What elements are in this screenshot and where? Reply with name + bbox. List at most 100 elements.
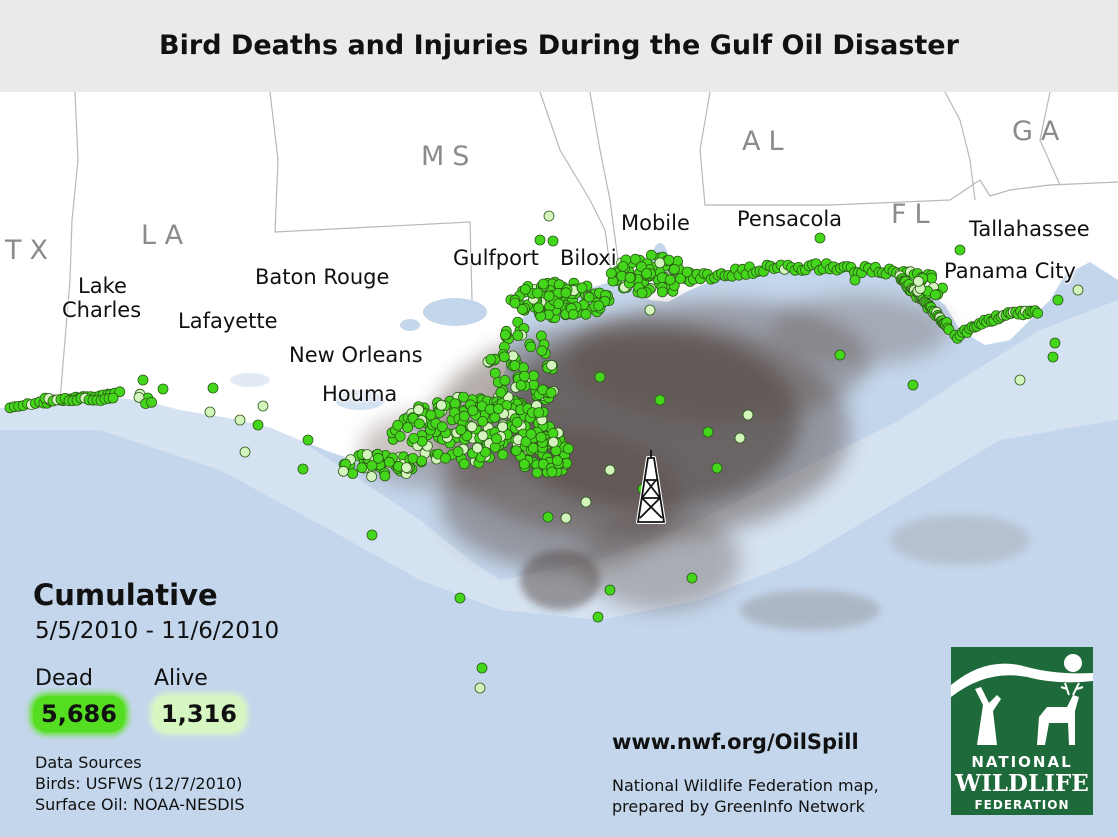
bird-point-dead [137, 374, 149, 386]
bird-point-dead [534, 234, 546, 246]
bird-point-dead [436, 421, 448, 433]
bird-point-dead [617, 260, 629, 272]
bird-point-alive [366, 471, 378, 482]
bird-point-alive [1014, 374, 1026, 386]
bird-point-alive [580, 496, 592, 508]
state-label-la: LA [141, 220, 192, 251]
bird-point-dead [580, 308, 592, 320]
bird-point-dead [538, 278, 549, 290]
bird-point-dead [207, 382, 219, 394]
city-label-mobile: Mobile [621, 211, 690, 235]
bird-point-dead [499, 329, 511, 341]
bird-point-alive [474, 682, 486, 694]
bird-point-alive [413, 404, 425, 416]
bird-point-dead [498, 351, 510, 363]
bird-point-dead [425, 409, 437, 421]
bird-point-dead [525, 428, 537, 440]
bird-point-dead [593, 300, 605, 312]
bird-point-alive [133, 391, 145, 403]
city-label-tallahassee: Tallahassee [969, 217, 1090, 241]
bird-point-dead [583, 291, 595, 303]
map-title: Bird Deaths and Injuries During the Gulf… [159, 30, 959, 61]
bird-point-dead [491, 433, 502, 445]
bird-point-dead [485, 353, 497, 365]
legend-date-range: 5/5/2010 - 11/6/2010 [35, 618, 280, 644]
bird-point-alive [477, 430, 489, 442]
bird-point-dead [511, 416, 523, 428]
bird-point-alive [742, 409, 754, 421]
bird-point-alive [401, 462, 412, 474]
bird-point-alive [543, 210, 555, 222]
bird-point-alive [604, 464, 616, 476]
lake-pontchartrain [423, 298, 487, 326]
bird-point-dead [477, 415, 489, 427]
bird-point-dead [394, 430, 406, 442]
continental-shelf [0, 300, 1118, 620]
bird-point-dead [379, 470, 391, 482]
city-label-charles: Charles [62, 298, 142, 322]
bird-point-alive [471, 442, 483, 454]
marsh-1 [335, 390, 385, 410]
bird-point-dead [408, 432, 420, 444]
alive-count-badge: 1,316 [153, 696, 245, 732]
bird-point-alive [548, 436, 559, 448]
map-credit: National Wildlife Federation map, prepar… [612, 775, 879, 817]
bird-point-dead [663, 254, 675, 266]
nwf-logo: NATIONAL WILDLIFE FEDERATION [951, 647, 1093, 815]
bird-point-dead [528, 370, 539, 382]
bird-point-dead [467, 405, 479, 417]
bird-point-dead [509, 360, 521, 371]
bird-point-dead [535, 431, 547, 443]
bird-point-dead [517, 303, 528, 315]
bird-point-dead [702, 426, 714, 438]
bird-point-dead [515, 379, 527, 391]
bird-point-dead [834, 349, 846, 361]
bird-point-alive [1072, 284, 1084, 296]
bird-point-dead [416, 455, 428, 467]
sources-birds: Birds: USFWS (12/7/2010) [35, 774, 243, 793]
bird-point-dead [567, 308, 579, 320]
bird-point-alive [234, 414, 246, 426]
bird-point-dead [553, 298, 564, 310]
bird-point-dead [711, 462, 723, 474]
bird-point-dead [1049, 337, 1061, 349]
bird-point-dead [605, 267, 617, 279]
state-label-fl: FL [891, 199, 938, 230]
dead-count-badge: 5,686 [33, 696, 125, 732]
bird-point-dead [366, 529, 378, 541]
bird-point-alive [654, 257, 666, 269]
bird-point-dead [392, 419, 404, 431]
bird-point-dead [907, 379, 919, 391]
bird-point-dead [636, 287, 648, 299]
bird-point-dead [297, 463, 309, 475]
legend-alive-label: Alive [154, 666, 208, 691]
state-label-ms: MS [421, 141, 478, 172]
bird-point-dead [489, 367, 501, 379]
bird-point-dead [533, 407, 545, 419]
city-label-new-orleans: New Orleans [289, 343, 423, 367]
data-sources: Data Sources Birds: USFWS (12/7/2010) Su… [35, 752, 244, 815]
bird-point-dead [452, 446, 464, 458]
bird-point-dead [383, 456, 395, 468]
bird-point-alive [560, 512, 572, 524]
bird-point-dead [495, 386, 507, 398]
bird-point-dead [641, 268, 652, 279]
bird-point-dead [499, 374, 511, 386]
bird-point-dead [669, 263, 680, 275]
bird-point-dead [594, 371, 606, 383]
state-label-tx: TX [5, 235, 56, 266]
bird-point-dead [458, 391, 469, 403]
bird-point-dead [654, 394, 666, 406]
logo-line-3: FEDERATION [974, 798, 1069, 812]
bird-point-dead [440, 452, 451, 464]
land-mass [0, 0, 1118, 468]
bird-point-alive [337, 465, 349, 477]
bird-point-dead [146, 396, 158, 408]
bird-point-dead [512, 330, 524, 341]
bird-point-dead [497, 449, 509, 461]
bird-point-dead [366, 460, 378, 472]
bird-point-dead [531, 467, 543, 479]
bird-point-dead [532, 287, 543, 299]
bird-point-dead [458, 410, 470, 422]
bird-point-alive [239, 446, 251, 458]
